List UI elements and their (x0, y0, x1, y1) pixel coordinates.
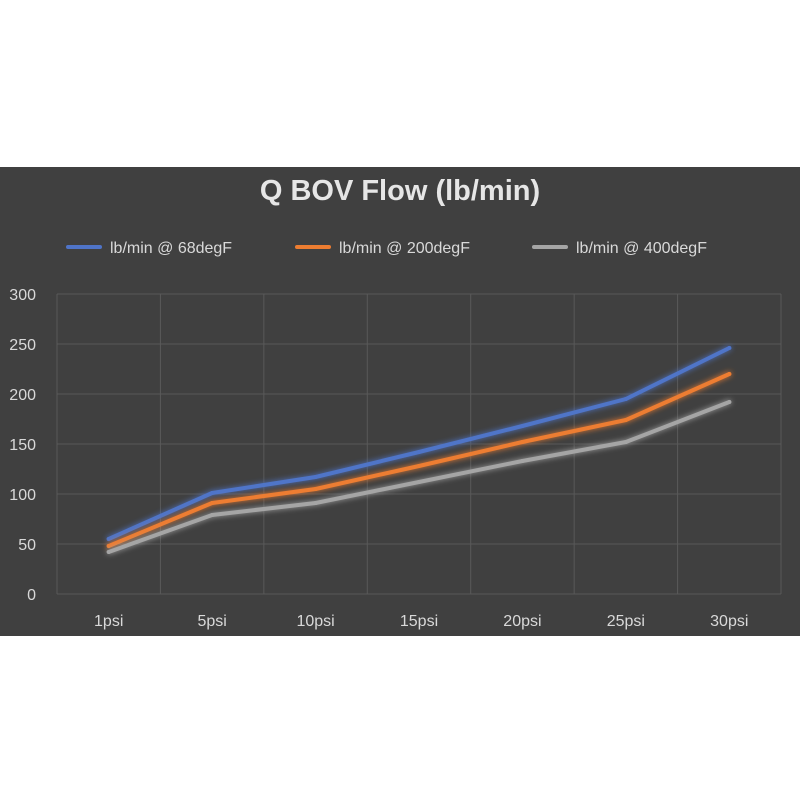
legend: lb/min @ 68degF lb/min @ 200degF lb/min @ … (66, 240, 707, 257)
data-point-series-2 (210, 501, 215, 505)
data-point-series-2 (417, 464, 421, 468)
data-point-series-2 (727, 372, 732, 376)
data-point-series-1 (210, 491, 215, 495)
x-tick-label: 10psi (296, 613, 334, 630)
data-point-series-3 (727, 400, 732, 404)
y-tick-label: 50 (18, 537, 36, 554)
y-tick-label: 100 (9, 487, 36, 504)
data-point-series-3 (313, 501, 318, 505)
data-point-series-1 (106, 537, 111, 541)
data-point-series-1 (417, 450, 421, 454)
grid-layer (56, 293, 782, 595)
y-tick-label: 0 (27, 587, 36, 604)
x-tick-label: 20psi (503, 613, 541, 630)
data-point-series-1 (623, 397, 628, 401)
data-point-series-3 (520, 459, 525, 463)
data-point-series-1 (313, 475, 318, 479)
x-tick-label: 15psi (400, 613, 438, 630)
y-tick-label: 150 (9, 437, 36, 454)
data-point-series-2 (623, 418, 628, 422)
x-tick-label: 30psi (710, 613, 748, 630)
y-tick-label: 250 (9, 337, 36, 354)
data-point-series-1 (727, 346, 732, 350)
y-tick-label: 200 (9, 387, 36, 404)
legend-label: lb/min @ 68degF (110, 240, 232, 257)
data-point-series-3 (106, 550, 111, 554)
series-layer (106, 346, 732, 554)
data-point-series-2 (520, 440, 525, 444)
x-tick-label: 25psi (607, 613, 645, 630)
legend-label: lb/min @ 400degF (576, 240, 707, 257)
data-point-series-2 (313, 487, 318, 491)
data-point-series-1 (520, 424, 525, 428)
x-tick-label: 1psi (94, 613, 123, 630)
data-point-series-3 (417, 480, 421, 484)
data-point-series-2 (106, 544, 111, 548)
axis-layer: 0 50 100 150 200 250 300 1psi 5psi 10psi 15psi 20ps… (9, 287, 748, 630)
series-line-3 (106, 400, 732, 554)
legend-label: lb/min @ 200degF (339, 240, 470, 257)
x-tick-label: 5psi (197, 613, 226, 630)
y-tick-label: 300 (9, 287, 36, 304)
data-point-series-3 (623, 440, 628, 444)
data-point-series-3 (210, 513, 215, 517)
chart-title: Q BOV Flow (lb/min) (259, 175, 541, 207)
